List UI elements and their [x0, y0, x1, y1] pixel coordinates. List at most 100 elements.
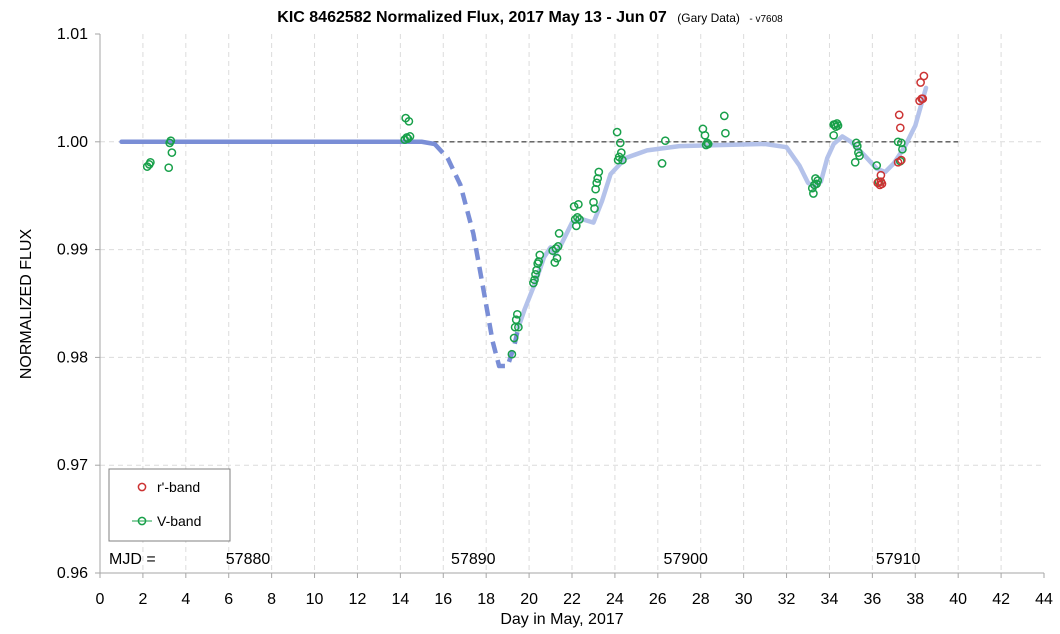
x-tick-label: 38	[906, 591, 924, 608]
data-point	[404, 116, 414, 126]
x-tick-label: 24	[606, 591, 624, 608]
data-point	[166, 136, 176, 146]
data-point	[660, 136, 670, 146]
data-point	[702, 138, 712, 148]
data-point	[612, 127, 622, 137]
mjd-tick-label: 57910	[876, 551, 921, 568]
data-point	[573, 212, 582, 222]
legend-box	[108, 468, 231, 542]
x-tick-label: 0	[96, 591, 105, 608]
data-point	[594, 167, 604, 177]
data-point	[618, 155, 627, 165]
data-point	[809, 189, 818, 198]
data-point	[919, 71, 929, 81]
legend: r'-band V-band	[108, 468, 231, 542]
data-point	[918, 94, 928, 104]
data-point	[554, 229, 564, 238]
data-point	[719, 111, 729, 121]
data-point	[550, 258, 560, 267]
x-tick-label: 14	[391, 591, 409, 608]
x-tick-label: 8	[267, 591, 276, 608]
x-tick-label: 4	[181, 591, 190, 608]
x-tick-label: 20	[520, 591, 538, 608]
chart-title: KIC 8462582 Normalized Flux, 2017 May 13…	[277, 9, 783, 26]
data-point	[509, 333, 519, 343]
data-point	[700, 130, 710, 140]
x-tick-label: 36	[863, 591, 881, 608]
legend-marker	[137, 482, 147, 492]
x-tick-label: 26	[649, 591, 667, 608]
mjd-tick-label: 57890	[451, 551, 496, 568]
series-v-band	[142, 111, 907, 359]
data-point	[405, 132, 415, 141]
data-point	[615, 138, 625, 148]
x-tick-label: 42	[992, 591, 1010, 608]
x-tick-label: 22	[563, 591, 581, 608]
data-point	[916, 78, 925, 87]
data-point	[575, 215, 584, 224]
y-axis-label: NORMALIZED FLUX	[18, 229, 35, 380]
data-point	[535, 250, 545, 260]
x-tick-label: 44	[1035, 591, 1053, 608]
data-point	[896, 155, 906, 165]
data-point	[512, 309, 522, 319]
chart-title-main: KIC 8462582 Normalized Flux, 2017 May 13…	[277, 9, 667, 26]
data-point	[551, 244, 561, 253]
data-point	[531, 270, 540, 279]
data-point	[569, 202, 579, 211]
x-tick-label: 30	[735, 591, 753, 608]
data-point	[574, 199, 583, 209]
data-point	[590, 204, 599, 213]
data-point	[167, 148, 177, 157]
legend-label: V-band	[157, 513, 201, 529]
model-curve-dip	[433, 142, 521, 369]
x-tick-label: 2	[138, 591, 147, 608]
data-point	[146, 157, 155, 167]
data-point	[514, 322, 523, 332]
data-point	[164, 163, 174, 173]
data-point	[552, 253, 562, 263]
y-tick-label: 1.01	[57, 26, 88, 43]
data-point	[511, 315, 521, 325]
data-point	[811, 174, 820, 183]
y-tick-label: 1.00	[57, 134, 88, 151]
chart-title-version: - v7608	[749, 14, 783, 25]
data-point	[850, 157, 860, 167]
data-point	[894, 110, 904, 120]
model-curve-pre	[119, 139, 437, 147]
data-point	[898, 144, 907, 154]
data-point	[813, 176, 823, 185]
data-point	[703, 139, 713, 149]
data-point	[876, 170, 886, 180]
data-point	[855, 151, 864, 161]
y-tick-label: 0.99	[57, 242, 88, 259]
x-tick-label: 16	[434, 591, 452, 608]
mjd-label: MJD =	[109, 551, 156, 568]
data-point	[833, 121, 843, 130]
x-tick-label: 12	[349, 591, 367, 608]
x-tick-label: 34	[821, 591, 839, 608]
data-point	[872, 161, 882, 170]
mjd-tick-label: 57900	[663, 551, 708, 568]
data-point	[721, 128, 730, 138]
data-point	[657, 159, 667, 168]
x-tick-label: 6	[224, 591, 233, 608]
data-point	[895, 123, 905, 133]
x-tick-label: 18	[477, 591, 495, 608]
legend-label: r'-band	[157, 479, 200, 495]
x-tick-label: 32	[778, 591, 796, 608]
y-tick-label: 0.98	[57, 349, 88, 366]
legend-marker	[137, 516, 147, 526]
data-point	[530, 275, 539, 285]
data-point	[592, 178, 602, 188]
mjd-tick-label: 57880	[226, 551, 271, 568]
data-point	[553, 242, 563, 251]
x-axis-label: Day in May, 2017	[500, 611, 623, 628]
y-tick-label: 0.97	[57, 457, 88, 474]
data-point	[877, 179, 887, 189]
plot-area: 0 2 4 6 8 10 12 14 16 18 20 22 24 26 28 30 32 34 36 38 40 42 4…	[57, 26, 1053, 608]
chart-title-source: (Gary Data)	[677, 11, 740, 25]
series-r-band	[873, 71, 929, 190]
x-tick-label: 40	[949, 591, 967, 608]
